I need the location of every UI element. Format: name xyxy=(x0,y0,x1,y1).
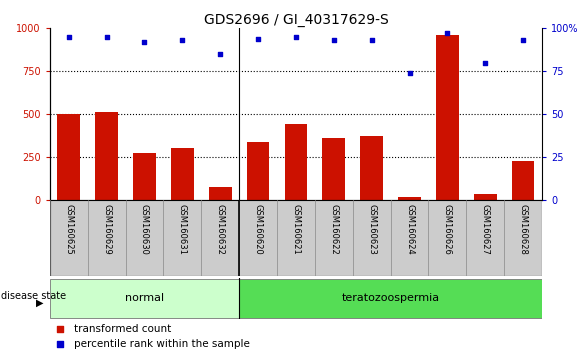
Bar xyxy=(322,138,345,200)
Bar xyxy=(57,114,80,200)
Text: GSM160622: GSM160622 xyxy=(329,204,338,255)
Text: teratozoospermia: teratozoospermia xyxy=(342,293,440,303)
Point xyxy=(481,60,490,65)
Text: percentile rank within the sample: percentile rank within the sample xyxy=(74,339,250,349)
Text: normal: normal xyxy=(125,293,164,303)
Text: GSM160623: GSM160623 xyxy=(367,204,376,255)
Text: GSM160626: GSM160626 xyxy=(443,204,452,255)
Text: GSM160632: GSM160632 xyxy=(216,204,224,255)
Text: GSM160629: GSM160629 xyxy=(102,204,111,255)
Point xyxy=(216,51,225,57)
Text: GSM160631: GSM160631 xyxy=(178,204,187,255)
Title: GDS2696 / GI_40317629-S: GDS2696 / GI_40317629-S xyxy=(203,13,389,27)
Bar xyxy=(398,196,421,200)
Point xyxy=(253,36,263,41)
Text: GSM160630: GSM160630 xyxy=(140,204,149,255)
Bar xyxy=(133,153,156,200)
Point xyxy=(291,34,301,40)
Text: GSM160621: GSM160621 xyxy=(291,204,301,255)
Bar xyxy=(436,35,459,200)
Text: transformed count: transformed count xyxy=(74,324,172,333)
Point xyxy=(519,38,528,43)
Point xyxy=(102,34,111,40)
Point xyxy=(329,38,339,43)
Point xyxy=(64,34,73,40)
Text: GSM160627: GSM160627 xyxy=(481,204,490,255)
Bar xyxy=(474,194,496,200)
Text: ▶: ▶ xyxy=(36,297,44,308)
Bar xyxy=(239,279,542,318)
Point xyxy=(442,31,452,36)
Point xyxy=(405,70,414,76)
Bar xyxy=(209,187,231,200)
Bar xyxy=(360,136,383,200)
Point xyxy=(367,38,376,43)
Bar xyxy=(512,160,534,200)
Text: GSM160625: GSM160625 xyxy=(64,204,73,255)
Point xyxy=(55,326,64,331)
Point xyxy=(140,39,149,45)
Bar xyxy=(96,113,118,200)
Bar xyxy=(247,142,270,200)
Text: GSM160628: GSM160628 xyxy=(519,204,527,255)
Bar xyxy=(171,148,194,200)
Bar xyxy=(285,125,307,200)
Point xyxy=(55,341,64,347)
Point xyxy=(178,38,187,43)
Text: GSM160624: GSM160624 xyxy=(405,204,414,255)
Bar xyxy=(50,279,239,318)
Text: disease state: disease state xyxy=(1,291,66,302)
Text: GSM160620: GSM160620 xyxy=(254,204,263,255)
